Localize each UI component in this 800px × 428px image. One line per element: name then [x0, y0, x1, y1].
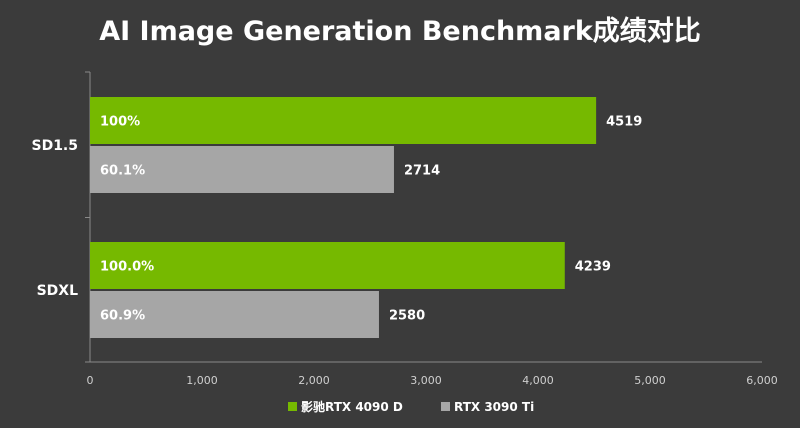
category-label: SD1.5 [31, 138, 78, 154]
bar [90, 146, 394, 193]
plot-area: 0 1,000 2,000 3,000 4,000 5,000 6,000 SD1.5 100%… [31, 71, 778, 387]
legend-label: RTX 3090 Ti [454, 400, 534, 414]
bar [90, 97, 597, 144]
legend-label: 影驰RTX 4090 D [301, 399, 403, 414]
x-tick-label: 1,000 [186, 374, 218, 387]
x-tick-label: 4,000 [522, 374, 554, 387]
x-tick-label: 5,000 [634, 374, 666, 387]
bar-value-label: 4519 [606, 115, 642, 130]
x-tick-label: 2,000 [298, 374, 330, 387]
bar-percent-label: 60.9% [100, 309, 145, 324]
legend-swatch [288, 402, 297, 411]
bar-value-label: 4239 [575, 260, 611, 275]
bar [90, 291, 379, 338]
bar-value-label: 2580 [389, 309, 425, 324]
bar-percent-label: 60.1% [100, 164, 145, 179]
chart-title: AI Image Generation Benchmark成绩对比 [99, 16, 701, 47]
legend: 影驰RTX 4090 D RTX 3090 Ti [288, 399, 534, 414]
bar-percent-label: 100.0% [100, 260, 154, 275]
legend-swatch [441, 402, 450, 411]
category-label: SDXL [37, 283, 78, 299]
x-tick-label: 3,000 [410, 374, 442, 387]
bar-percent-label: 100% [100, 115, 140, 130]
x-tick-label: 6,000 [746, 374, 778, 387]
x-tick-label: 0 [87, 374, 94, 387]
bar [90, 242, 565, 289]
bar-value-label: 2714 [404, 164, 440, 179]
